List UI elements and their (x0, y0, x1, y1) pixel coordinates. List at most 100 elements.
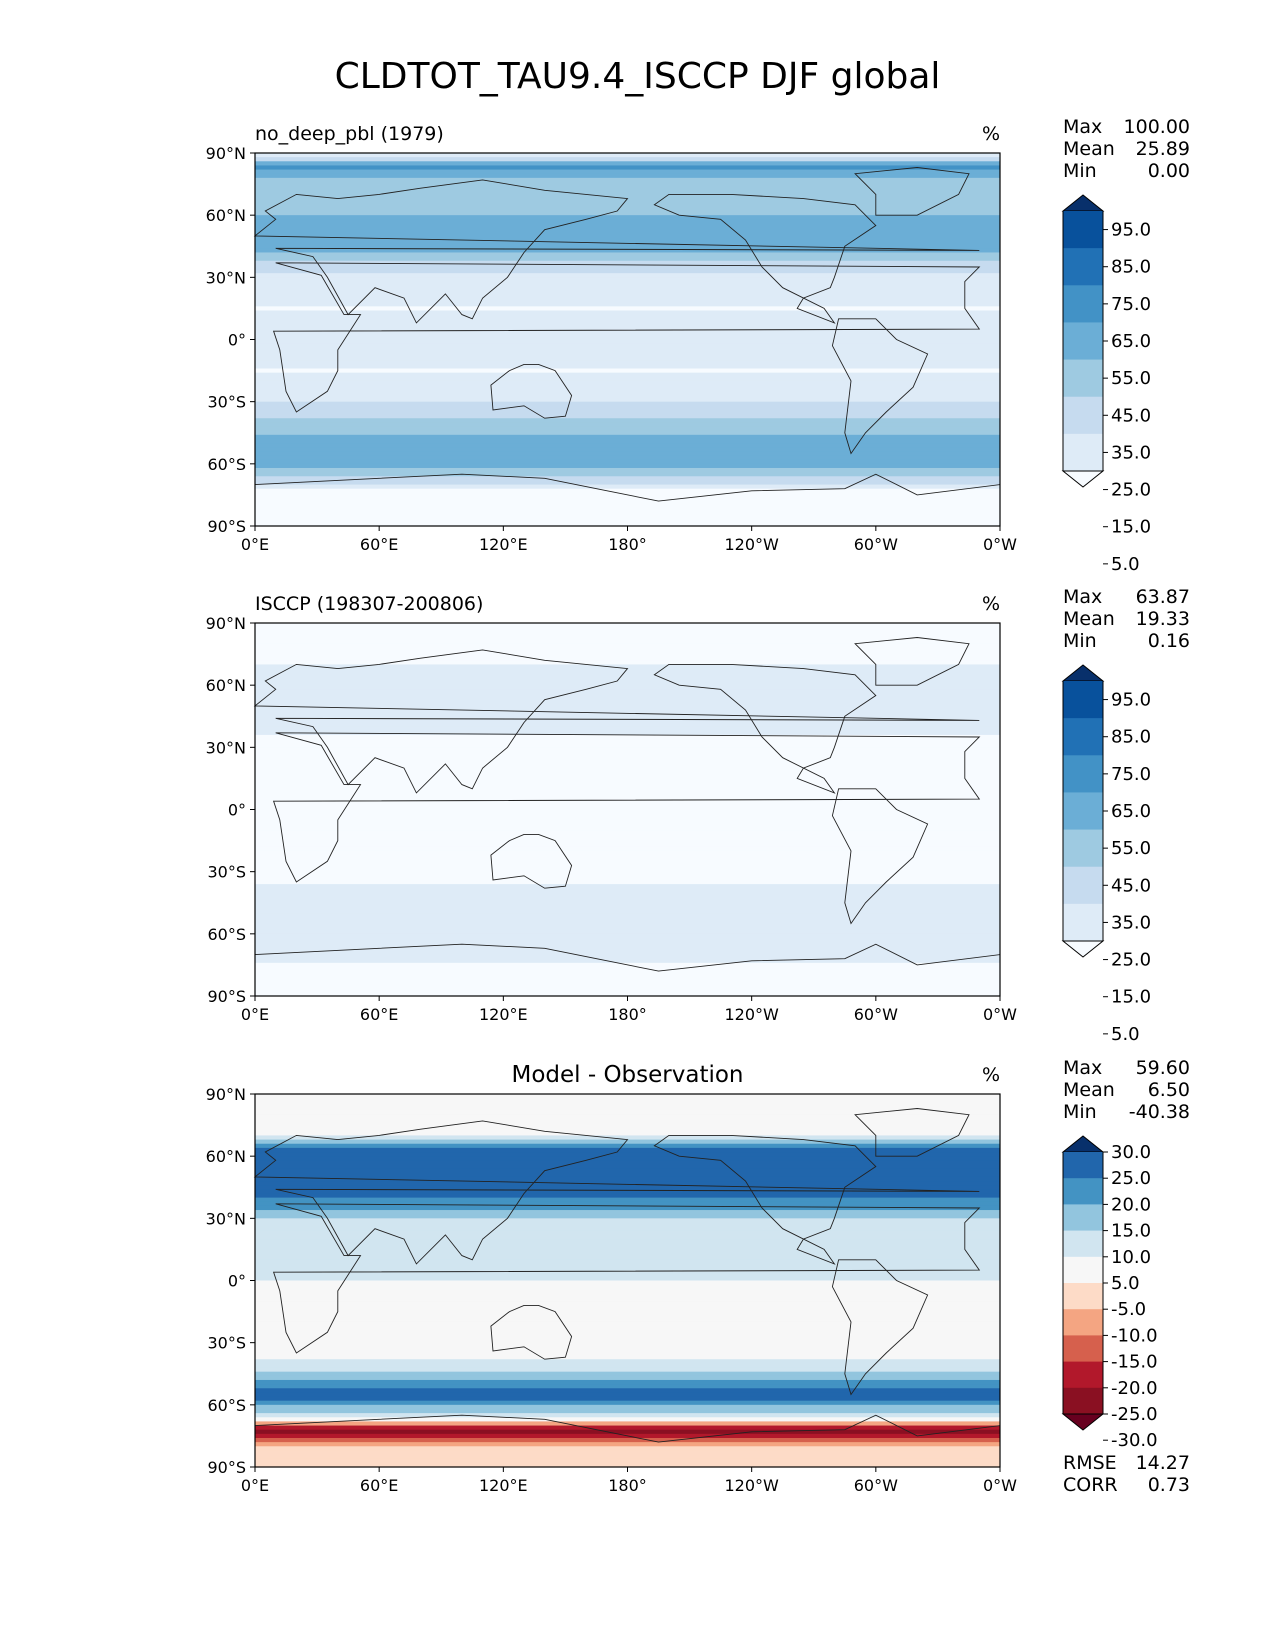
field-band (255, 1131, 1000, 1137)
north-america-coastline (653, 193, 877, 324)
colorbar-segment (1063, 1387, 1103, 1415)
xtick-label: 60°E (360, 535, 398, 554)
colorbar-label: 15.0 (1111, 517, 1151, 538)
field-band (255, 215, 1000, 220)
ytick-label: 30°N (206, 1209, 246, 1228)
field-band (255, 792, 1000, 798)
field-band (255, 1218, 1000, 1224)
field-band (255, 917, 1000, 922)
field-band (255, 635, 1000, 641)
field-band (255, 652, 1000, 657)
field-band (255, 434, 1000, 440)
xtick-label: 60°E (360, 1476, 398, 1495)
field-band (255, 521, 1000, 527)
field-band (255, 438, 1000, 444)
colorbar-label: 55.0 (1111, 368, 1151, 389)
field-band (255, 867, 1000, 873)
field-band (255, 422, 1000, 428)
field-band (255, 1098, 1000, 1103)
difference-colorbar: 30.0 25.0 20.0 15.0 10.0 5.0 -5.0 -10.0 -15.0 -20… (1061, 1135, 1158, 1451)
field-band (255, 1239, 1000, 1244)
colorbar-segment (1063, 248, 1103, 286)
ytick-label: 30°S (207, 393, 246, 412)
field-band (255, 631, 1000, 637)
colorbar-extend-top (1061, 1135, 1105, 1153)
xtick-label: 120°W (724, 1005, 779, 1024)
field-band (255, 455, 1000, 461)
stat-value: 0.00 (1148, 160, 1190, 182)
colorbar-segment (1063, 1309, 1103, 1336)
field-band (255, 1164, 1000, 1170)
field-band (255, 1450, 1000, 1456)
field-band (255, 426, 1000, 432)
field-band (255, 347, 1000, 353)
ytick-label: 30°S (207, 1334, 246, 1353)
field-band (255, 821, 1000, 827)
xtick-label: 0°E (241, 535, 269, 554)
field-band (255, 1110, 1000, 1116)
field-band (255, 1156, 1000, 1161)
model-field (255, 153, 1000, 527)
xtick-label: 0°E (241, 1005, 269, 1024)
stat-label: Mean (1063, 608, 1115, 630)
colorbar-extend-bottom (1061, 940, 1105, 958)
field-band (255, 1102, 1000, 1108)
colorbar-label: 15.0 (1111, 1221, 1151, 1242)
field-band (255, 850, 1000, 856)
field-band (255, 797, 1000, 802)
colorbar-label: 30.0 (1111, 1142, 1151, 1163)
field-band (255, 1094, 1000, 1099)
field-band (255, 509, 1000, 515)
field-band (255, 194, 1000, 200)
greenland-coastline (854, 167, 970, 216)
australia-coastline (490, 363, 573, 419)
panel-units: % (982, 593, 1000, 615)
field-band (255, 830, 1000, 835)
field-band (255, 884, 1000, 889)
field-band (255, 360, 1000, 365)
field-band (255, 1462, 1000, 1468)
field-band (255, 1181, 1000, 1186)
field-band (255, 904, 1000, 910)
field-band (255, 730, 1000, 736)
field-band (255, 356, 1000, 361)
ytick-label: 30°S (207, 863, 246, 882)
stat-label: Max (1063, 1057, 1102, 1079)
field-band (255, 788, 1000, 794)
field-band (255, 892, 1000, 898)
field-band (255, 685, 1000, 690)
field-band (255, 1326, 1000, 1331)
field-band (255, 302, 1000, 307)
field-band (255, 1189, 1000, 1195)
field-band (255, 409, 1000, 415)
field-band (255, 351, 1000, 357)
difference-panel: Model - Observation % 90°N 60°N 30°N 0° 30°S 60… (206, 1057, 1190, 1496)
field-band (255, 165, 1000, 171)
colorbar-segment (1063, 1335, 1103, 1363)
north-america-coastline (653, 663, 877, 794)
field-band (255, 1359, 1000, 1364)
field-band (255, 1384, 1000, 1389)
field-band (255, 863, 1000, 869)
field-band (255, 1446, 1000, 1452)
field-band (255, 1168, 1000, 1174)
colorbar-label: 25.0 (1111, 950, 1151, 971)
field-band (255, 780, 1000, 786)
field-band (255, 496, 1000, 502)
colorbar-segment (1063, 1361, 1103, 1389)
field-band (255, 1421, 1000, 1427)
field-band (255, 1172, 1000, 1178)
panel-units: % (982, 123, 1000, 145)
field-band (255, 1139, 1000, 1145)
greenland-coastline (854, 1108, 970, 1157)
xtick-label: 60°W (854, 535, 898, 554)
field-band (255, 405, 1000, 411)
stat-label: Max (1063, 116, 1102, 138)
colorbar-label: 95.0 (1111, 690, 1151, 711)
field-band (255, 1396, 1000, 1402)
field-band (255, 1135, 1000, 1141)
field-band (255, 979, 1000, 985)
field-band (255, 705, 1000, 711)
observation-panel: ISCCP (198307-200806) % 90°N 60°N 30°N 0° 30°S… (206, 586, 1190, 1045)
stat-value: 25.89 (1136, 138, 1190, 160)
